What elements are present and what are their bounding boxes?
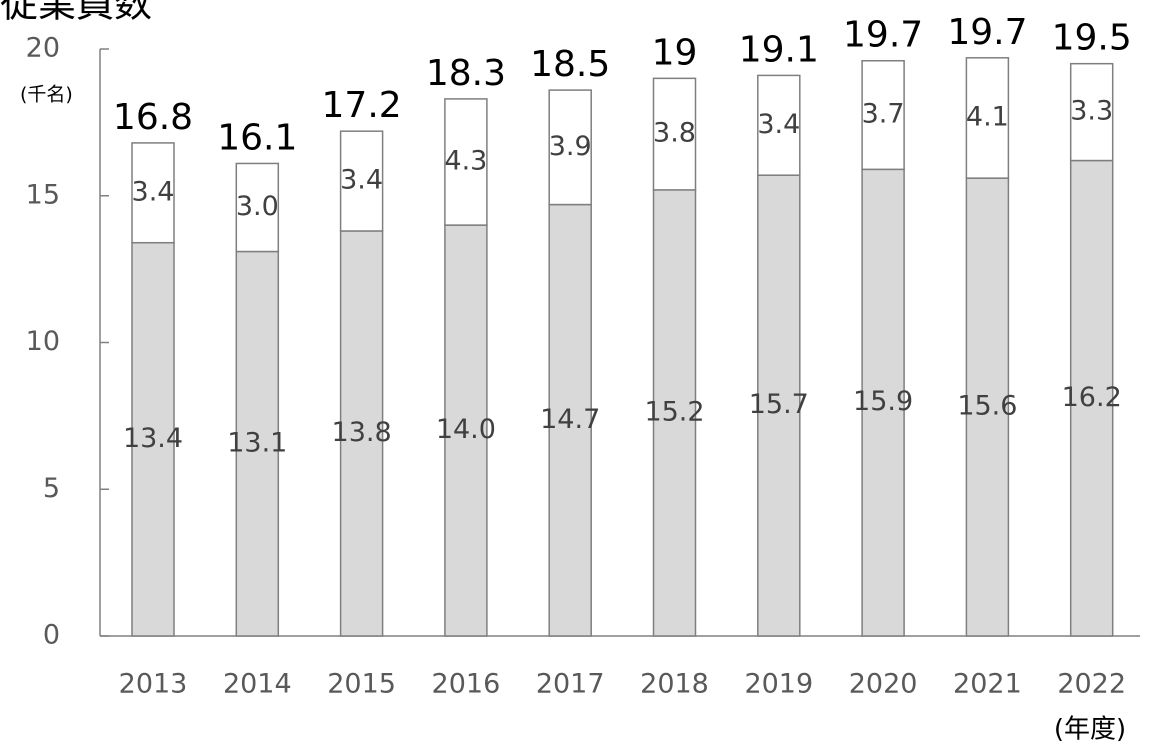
x-tick-label: 2014 [223,669,292,700]
x-tick-label: 2020 [849,669,918,700]
bar-segment [444,98,488,226]
data-label: 15.7 [749,389,809,420]
bar-segment [339,130,384,232]
y-tick-label: 10 [26,326,60,357]
total-label: 19.7 [843,15,923,56]
bar-segment [757,174,801,637]
data-label: 15.2 [644,396,704,427]
total-label: 18.5 [530,44,610,85]
data-label: 3.0 [236,191,279,222]
bar-segment [548,89,592,206]
bar-segment [965,57,1010,179]
x-unit: (年度) [1054,715,1126,745]
data-label: 3.9 [549,131,592,162]
data-label: 13.1 [227,427,287,458]
total-label: 19.7 [947,12,1027,53]
x-tick-label: 2019 [744,669,813,700]
total-label: 19.5 [1052,18,1132,59]
x-tick-label: 2013 [119,669,188,700]
data-label: 3.4 [132,176,175,207]
data-label: 4.1 [966,101,1009,132]
data-label: 3.8 [653,118,696,149]
x-tick-label: 2022 [1057,669,1126,700]
bar-segment [757,74,801,176]
bar-segment [861,168,905,637]
total-label: 19 [652,32,698,73]
y-tick-label: 15 [26,179,60,210]
total-label: 18.3 [426,53,506,94]
y-tick-label: 0 [43,620,60,651]
bar-segment [1069,62,1114,162]
bar-segment [235,162,280,253]
bar-segment [235,250,280,637]
data-label: 4.3 [444,145,487,176]
y-tick-label: 20 [26,33,60,64]
bar-segment [131,142,175,244]
chart-title: 従業員数 [0,0,152,26]
bar-segment [131,241,175,637]
data-label: 3.7 [862,99,905,130]
total-label: 17.2 [322,85,402,126]
bar-segment [652,77,697,191]
data-label: 15.9 [853,386,913,417]
x-tick-label: 2015 [327,669,396,700]
data-label: 13.8 [332,417,392,448]
bar-segment [965,177,1010,637]
y-unit: (千名) [20,84,73,106]
bar-segment [339,230,384,637]
data-label: 3.4 [340,165,383,196]
x-tick-label: 2017 [536,669,605,700]
data-label: 16.2 [1062,382,1122,413]
bar-segment [652,189,697,637]
data-label: 3.3 [1070,96,1113,127]
total-label: 16.1 [217,117,297,158]
bar-segment [548,203,592,637]
data-label: 15.6 [957,391,1017,422]
data-label: 13.4 [123,423,183,454]
total-label: 16.8 [113,97,193,138]
data-label: 3.4 [757,109,800,140]
data-label: 14.0 [436,414,496,445]
bar-segment [861,59,905,171]
x-tick-label: 2021 [953,669,1022,700]
y-tick-label: 5 [43,473,60,504]
x-tick-label: 2016 [432,669,501,700]
total-label: 19.1 [739,29,819,70]
data-label: 14.7 [540,404,600,435]
x-tick-label: 2018 [640,669,709,700]
bar-segment [444,224,488,637]
